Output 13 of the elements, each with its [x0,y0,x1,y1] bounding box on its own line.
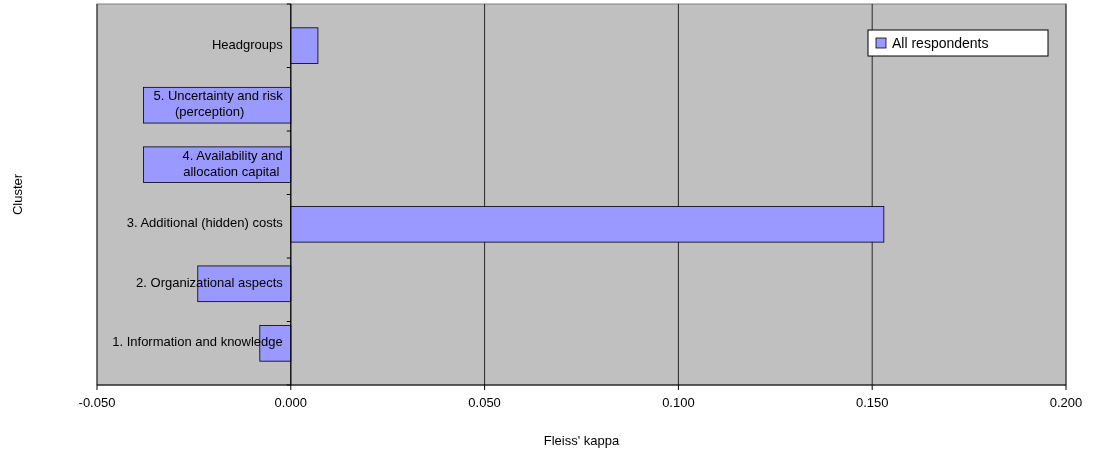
y-tick-label: 4. Availability and allocation capital [182,148,283,180]
x-tick-label: 0.000 [274,395,308,410]
y-tick-label: 3. Additional (hidden) costs [126,215,284,231]
x-tick-label: 0.150 [855,395,889,410]
y-axis-title: Cluster [10,173,25,216]
x-axis-title: Fleiss' kappa [543,433,620,448]
x-tick-label: 0.050 [468,395,501,410]
x-tick-label: 0.100 [662,395,695,410]
x-tick-label: 0.200 [1049,395,1083,410]
legend-label: All respondents [892,35,989,51]
y-tick-label: 5. Uncertainty and risk (perception) [153,88,284,120]
y-tick-label: Headgroups [211,37,284,53]
x-tick-label: -0.050 [78,395,116,410]
